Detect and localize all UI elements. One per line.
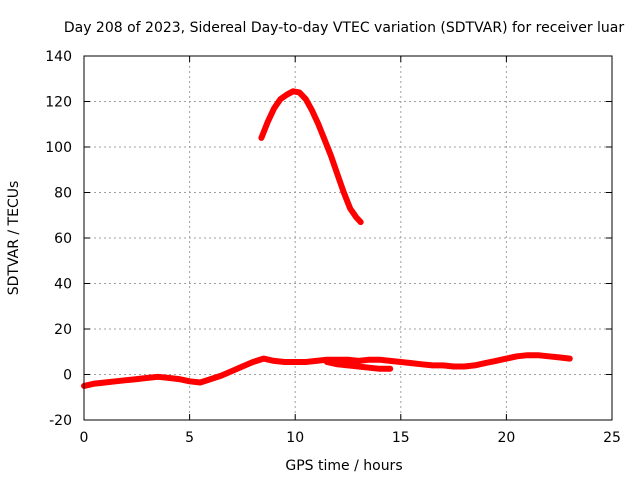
data-point bbox=[229, 368, 235, 374]
data-point bbox=[309, 108, 315, 114]
data-point bbox=[334, 171, 340, 177]
data-point bbox=[296, 89, 302, 95]
data-point bbox=[208, 376, 214, 382]
y-tick-label: 100 bbox=[45, 140, 72, 156]
x-tick-label: 0 bbox=[80, 430, 89, 446]
data-point bbox=[461, 364, 467, 369]
y-tick-label: 20 bbox=[54, 322, 72, 338]
data-point bbox=[303, 359, 309, 365]
data-point bbox=[322, 137, 328, 143]
y-tick-label: 80 bbox=[54, 186, 72, 202]
data-point bbox=[197, 380, 203, 385]
data-point bbox=[345, 362, 351, 368]
data-point bbox=[353, 215, 359, 220]
data-point bbox=[123, 377, 129, 383]
data-point bbox=[503, 356, 509, 362]
data-point bbox=[451, 364, 457, 369]
axis-ticks: 0 5 10 15 20 25 -20 0 20 40 60 80 100 120 140 bbox=[45, 49, 621, 446]
data-point bbox=[567, 356, 573, 362]
data-point bbox=[347, 205, 353, 211]
x-tick-label: 25 bbox=[603, 430, 621, 446]
data-point bbox=[261, 356, 266, 362]
data-point bbox=[514, 353, 520, 359]
data-point bbox=[419, 361, 425, 367]
data-point bbox=[345, 357, 351, 363]
data-point bbox=[144, 375, 150, 381]
data-point bbox=[366, 357, 372, 363]
data-point bbox=[250, 359, 256, 365]
data-point bbox=[290, 88, 296, 94]
data-point bbox=[341, 190, 347, 195]
data-point bbox=[313, 358, 319, 364]
data-point bbox=[398, 359, 404, 365]
data-point bbox=[334, 357, 340, 363]
data-point bbox=[258, 135, 264, 141]
data-point bbox=[134, 376, 140, 382]
data-point bbox=[328, 153, 334, 159]
data-point bbox=[166, 375, 171, 381]
data-point bbox=[113, 378, 119, 384]
data-point bbox=[377, 357, 383, 363]
data-point bbox=[218, 373, 224, 379]
data-point bbox=[482, 360, 488, 366]
data-point bbox=[387, 358, 393, 364]
y-tick-label: 140 bbox=[45, 49, 72, 65]
data-point bbox=[358, 219, 364, 225]
grid-lines bbox=[84, 56, 612, 420]
y-tick-label: 120 bbox=[45, 95, 72, 111]
data-point bbox=[271, 358, 277, 364]
data-point bbox=[334, 361, 340, 367]
data-point bbox=[366, 365, 372, 371]
data-point bbox=[303, 96, 309, 102]
data-point bbox=[440, 362, 446, 368]
data-point bbox=[239, 364, 245, 369]
data-point bbox=[535, 352, 541, 358]
data-point bbox=[546, 353, 552, 359]
data-point bbox=[282, 359, 288, 365]
x-axis-label: GPS time / hours bbox=[285, 458, 402, 474]
data-point bbox=[356, 358, 362, 364]
data-point bbox=[387, 366, 393, 372]
data-point bbox=[525, 352, 530, 358]
x-tick-label: 5 bbox=[185, 430, 194, 446]
data-point bbox=[155, 374, 161, 380]
data-point bbox=[292, 359, 298, 365]
chart-title: Day 208 of 2023, Sidereal Day-to-day VTE… bbox=[64, 20, 625, 36]
y-tick-label: 60 bbox=[54, 231, 72, 247]
data-point bbox=[472, 362, 478, 368]
data-point bbox=[176, 376, 182, 382]
data-point bbox=[265, 119, 271, 125]
data-point bbox=[277, 96, 283, 102]
x-tick-label: 10 bbox=[286, 430, 304, 446]
y-tick-label: 40 bbox=[54, 277, 72, 293]
data-point bbox=[356, 364, 362, 369]
x-tick-label: 20 bbox=[497, 430, 515, 446]
data-point bbox=[556, 354, 562, 360]
data-point bbox=[377, 366, 383, 372]
data-point bbox=[102, 380, 108, 385]
data-point bbox=[271, 105, 277, 111]
x-tick-label: 15 bbox=[392, 430, 410, 446]
data-point bbox=[284, 92, 290, 98]
y-tick-label: 0 bbox=[63, 368, 72, 384]
data-point bbox=[493, 358, 499, 364]
data-point bbox=[430, 362, 435, 368]
data-point bbox=[315, 121, 321, 127]
data-point bbox=[324, 359, 330, 365]
data-point bbox=[92, 381, 98, 387]
y-tick-label: -20 bbox=[49, 413, 72, 429]
data-point bbox=[408, 360, 414, 366]
data-point bbox=[187, 378, 193, 384]
y-axis-label: SDTVAR / TECUs bbox=[6, 181, 22, 296]
data-series bbox=[81, 88, 573, 389]
